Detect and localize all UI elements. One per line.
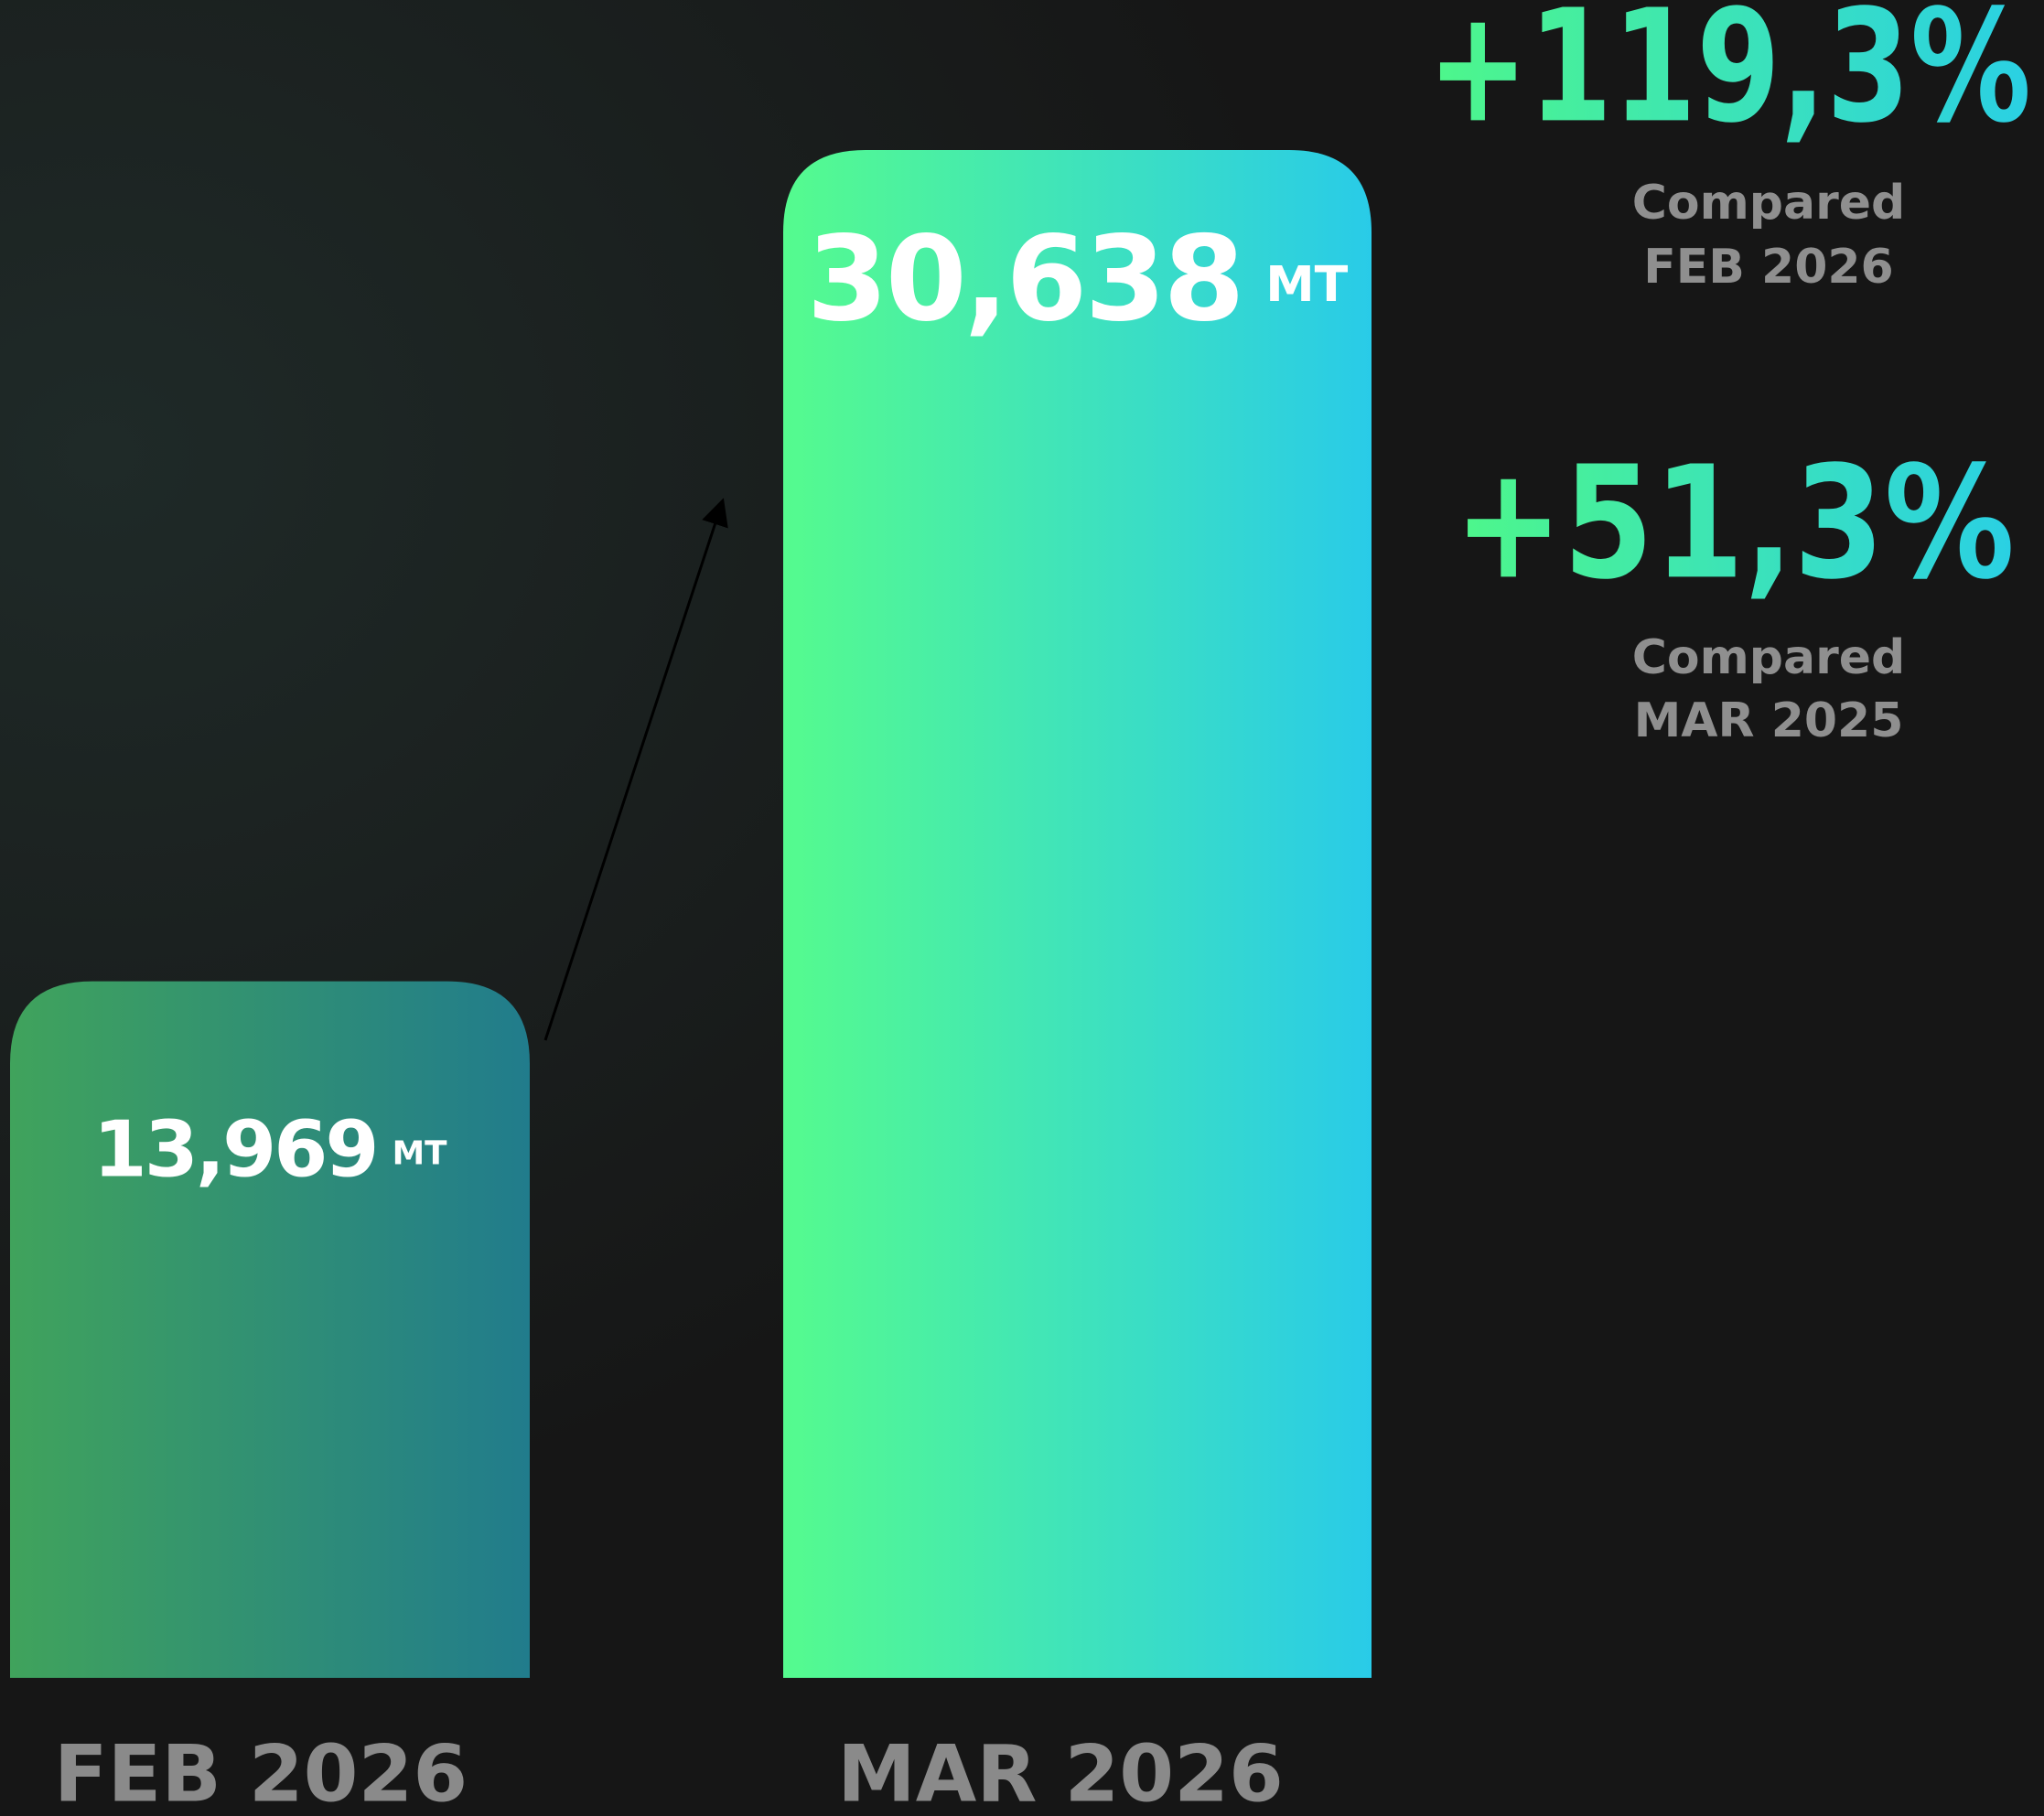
- value-unit: MT: [393, 1135, 448, 1173]
- bar: [10, 981, 530, 1678]
- change-note: Compared: [1632, 630, 1906, 685]
- category-label: MAR 2026: [837, 1728, 1284, 1816]
- value-label: 13,969 MT: [93, 1105, 448, 1196]
- change-percent: +119,3%: [1427, 0, 2031, 157]
- bar: [783, 150, 1372, 1678]
- value-unit: MT: [1265, 255, 1348, 313]
- value-number: 30,638: [807, 211, 1243, 348]
- change-percent: +51,3%: [1454, 433, 2015, 614]
- change-note: FEB 2026: [1643, 240, 1894, 295]
- category-label: FEB 2026: [54, 1728, 468, 1816]
- value-label: 30,638 MT: [807, 211, 1349, 348]
- value-number: 13,969: [93, 1105, 377, 1196]
- change-note: Compared: [1632, 176, 1906, 231]
- growth-arrow: [543, 498, 728, 1041]
- change-note: MAR 2025: [1634, 693, 1904, 748]
